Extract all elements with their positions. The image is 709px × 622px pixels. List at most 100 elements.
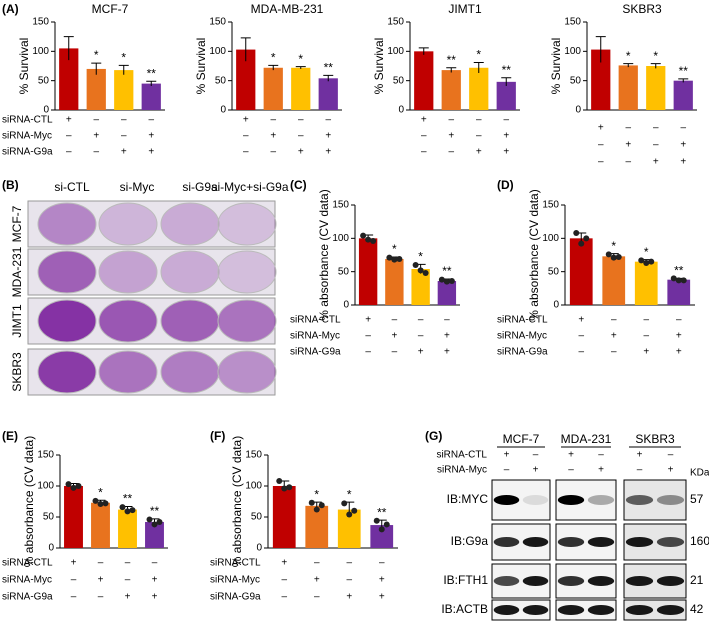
significance: **: [502, 63, 512, 77]
data-point: [341, 500, 348, 507]
condition-mark: –: [125, 558, 131, 569]
data-point: [119, 504, 126, 511]
condition-mark: +: [625, 140, 631, 151]
data-point: [648, 258, 655, 265]
condition-mark: –: [243, 131, 249, 142]
y-tick-label: 50: [43, 512, 55, 523]
protein-label: IB:ACTB: [441, 602, 488, 616]
plate-row-label: JIMT1: [10, 304, 24, 338]
condition-mark: –: [643, 315, 649, 326]
y-tick-label: 50: [251, 512, 263, 523]
y-tick-label: 0: [220, 105, 226, 116]
y-tick-label: 50: [38, 75, 50, 86]
significance: *: [653, 49, 658, 63]
y-tick-label: 0: [43, 105, 49, 116]
bar: [114, 70, 134, 110]
y-tick-label: 150: [245, 450, 262, 461]
y-tick-label: 150: [32, 17, 49, 28]
significance: *: [626, 49, 631, 63]
chart-title: MDA-MB-231: [251, 2, 324, 16]
y-axis-label: % Survival: [549, 38, 563, 95]
error-bar: [623, 63, 634, 68]
data-point: [391, 256, 398, 263]
panel-label: (F): [210, 429, 225, 443]
condition-mark: +: [379, 592, 385, 603]
data-point: [675, 277, 682, 284]
condition-mark: +: [578, 315, 584, 326]
y-tick-label: 50: [548, 266, 560, 277]
condition-mark: –: [668, 450, 674, 461]
condition-mark: +: [365, 315, 371, 326]
condition-mark: –: [653, 140, 659, 151]
significance: **: [447, 53, 457, 67]
bar: [263, 67, 283, 110]
data-point: [151, 521, 158, 528]
error-bar: [650, 63, 661, 69]
data-point: [680, 277, 687, 284]
band: [656, 495, 685, 505]
condition-label: siRNA-G9a: [290, 347, 341, 358]
data-point: [422, 270, 429, 276]
condition-mark: –: [643, 331, 649, 342]
condition-mark: +: [448, 131, 454, 142]
band: [656, 576, 685, 586]
condition-mark: –: [392, 347, 398, 358]
condition-mark: –: [314, 592, 320, 603]
band: [625, 537, 654, 547]
condition-mark: –: [504, 465, 510, 476]
condition-mark: –: [325, 115, 331, 126]
data-point: [102, 500, 109, 507]
data-point: [92, 497, 99, 504]
significance: *: [476, 48, 481, 62]
condition-mark: –: [346, 558, 352, 569]
significance: **: [324, 61, 334, 75]
condition-mark: +: [152, 592, 158, 603]
condition-mark: +: [98, 575, 104, 586]
condition-mark: –: [121, 115, 127, 126]
condition-mark: –: [93, 147, 99, 158]
bar: [370, 525, 394, 548]
error-bar: [418, 47, 429, 55]
panel-label: (G): [425, 429, 442, 443]
well: [217, 202, 277, 246]
condition-mark: –: [598, 450, 604, 461]
condition-label: siRNA-CTL: [290, 315, 341, 326]
data-point: [378, 526, 385, 533]
condition-mark: –: [66, 147, 72, 158]
condition-mark: +: [148, 147, 154, 158]
band: [587, 537, 615, 547]
bar: [569, 238, 593, 305]
bar: [145, 521, 164, 548]
well: [160, 350, 220, 394]
significance: *: [392, 242, 397, 256]
condition-mark: +: [611, 331, 617, 342]
band: [656, 537, 685, 547]
y-axis-label: % absorbance (CV data): [230, 436, 244, 567]
data-point: [643, 260, 650, 266]
y-tick-label: 150: [542, 200, 559, 211]
bar: [591, 49, 611, 110]
kda-value: 57: [690, 492, 704, 506]
significance: **: [377, 505, 387, 519]
data-point: [438, 276, 445, 283]
bar: [441, 70, 461, 110]
error-bar: [323, 74, 334, 82]
condition-mark: +: [680, 157, 686, 168]
y-tick-label: 100: [332, 233, 349, 244]
y-tick-label: 150: [37, 450, 54, 461]
condition-mark: +: [125, 592, 131, 603]
condition-mark: –: [653, 123, 659, 134]
condition-mark: +: [643, 347, 649, 358]
band: [493, 605, 520, 615]
bar: [59, 48, 79, 110]
y-axis-label: % Survival: [17, 38, 31, 95]
data-point: [318, 502, 325, 509]
cell-line: MCF-7: [503, 432, 540, 446]
bar: [236, 49, 256, 110]
condition-mark: –: [680, 123, 686, 134]
condition-mark: +: [93, 131, 99, 142]
condition-mark: +: [444, 347, 450, 358]
band: [493, 576, 520, 586]
condition-mark: –: [448, 147, 454, 158]
